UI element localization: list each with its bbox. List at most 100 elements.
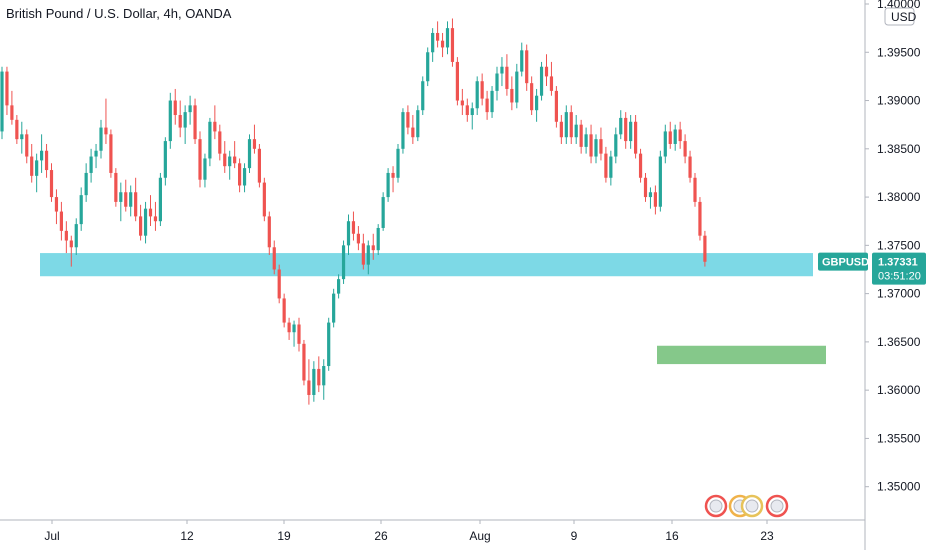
candle bbox=[673, 124, 677, 151]
candle bbox=[20, 121, 24, 154]
candle bbox=[460, 88, 464, 116]
candle bbox=[549, 61, 554, 96]
candle-body bbox=[559, 121, 563, 138]
candle bbox=[401, 108, 405, 154]
candle-body bbox=[396, 148, 400, 178]
candle-body bbox=[436, 32, 440, 41]
candle bbox=[426, 47, 430, 87]
candle-body bbox=[89, 156, 93, 173]
candle-body bbox=[668, 131, 672, 144]
candle bbox=[99, 119, 103, 159]
candle-body bbox=[233, 156, 237, 164]
candle-body bbox=[54, 197, 59, 212]
candle bbox=[228, 150, 232, 180]
candle-body bbox=[346, 221, 351, 246]
candle-body bbox=[198, 139, 202, 180]
candle-body bbox=[40, 150, 44, 161]
candle-body bbox=[386, 172, 390, 198]
zones-layer bbox=[40, 253, 826, 365]
candle bbox=[495, 66, 499, 101]
candle-body bbox=[490, 90, 494, 113]
currency-label: USD bbox=[891, 10, 917, 24]
candle-body bbox=[10, 105, 14, 120]
candle-body bbox=[242, 168, 247, 186]
candle bbox=[440, 32, 445, 58]
candle-body bbox=[297, 324, 301, 344]
candle bbox=[371, 233, 375, 260]
candle-body bbox=[25, 134, 29, 157]
x-tick-label: 9 bbox=[571, 529, 578, 543]
candle-body bbox=[703, 235, 707, 262]
candle-body bbox=[79, 195, 83, 225]
candle-body bbox=[539, 66, 544, 96]
candle-body bbox=[549, 76, 554, 91]
candle-body bbox=[530, 83, 534, 111]
candle bbox=[69, 235, 73, 267]
candle bbox=[143, 201, 148, 244]
candle-body bbox=[139, 216, 143, 236]
candle bbox=[0, 66, 4, 140]
candle bbox=[104, 98, 108, 144]
candle-body bbox=[272, 247, 276, 270]
candle bbox=[351, 211, 356, 241]
candle-body bbox=[678, 129, 682, 142]
candle bbox=[233, 141, 237, 169]
candle bbox=[208, 117, 212, 167]
candle-body bbox=[500, 66, 504, 74]
candle bbox=[584, 127, 588, 154]
candle bbox=[15, 115, 19, 144]
candle bbox=[678, 121, 682, 149]
candle bbox=[629, 115, 633, 149]
candle bbox=[638, 148, 643, 183]
candle bbox=[693, 172, 697, 207]
candle bbox=[604, 146, 608, 183]
candle bbox=[574, 115, 578, 144]
candle-body bbox=[15, 119, 19, 140]
candle-body bbox=[624, 117, 628, 142]
candle-body bbox=[99, 127, 103, 151]
candle-body bbox=[366, 245, 370, 265]
candle-body bbox=[693, 177, 697, 202]
candle-body bbox=[134, 192, 138, 217]
candle bbox=[252, 124, 257, 154]
candle bbox=[203, 153, 207, 188]
candle bbox=[520, 42, 524, 77]
candle bbox=[668, 121, 672, 149]
candle bbox=[247, 134, 252, 173]
x-tick-label: 23 bbox=[760, 529, 774, 543]
candle bbox=[94, 143, 98, 169]
candle-body bbox=[426, 52, 430, 82]
y-tick-label: 1.40000 bbox=[877, 0, 921, 11]
y-tick-label: 1.35500 bbox=[877, 431, 921, 445]
candle-body bbox=[569, 112, 573, 138]
candle-body bbox=[223, 153, 227, 167]
candle bbox=[153, 201, 158, 231]
candle-body bbox=[203, 158, 207, 180]
candle bbox=[544, 54, 549, 87]
candle-body bbox=[564, 112, 568, 138]
event-flag-inner-icon bbox=[745, 499, 759, 513]
candle bbox=[475, 76, 479, 116]
candle bbox=[238, 158, 242, 193]
candle bbox=[302, 339, 306, 386]
candle bbox=[40, 134, 44, 173]
candle bbox=[84, 163, 88, 202]
candle bbox=[500, 57, 504, 87]
symbol-tag-label: GBPUSD bbox=[822, 257, 869, 269]
candle bbox=[30, 143, 34, 183]
candle bbox=[658, 150, 662, 212]
candle-body bbox=[653, 192, 657, 207]
candle bbox=[213, 105, 217, 140]
candle-body bbox=[317, 368, 321, 386]
candle bbox=[564, 105, 568, 144]
candle-body bbox=[544, 66, 549, 77]
candle bbox=[663, 124, 667, 164]
candle bbox=[134, 177, 138, 222]
candle-body bbox=[153, 216, 158, 222]
candle bbox=[624, 112, 628, 149]
y-tick-label: 1.38500 bbox=[877, 142, 921, 156]
candle bbox=[539, 61, 544, 101]
candle bbox=[619, 110, 623, 140]
x-tick-label: 26 bbox=[374, 529, 388, 543]
